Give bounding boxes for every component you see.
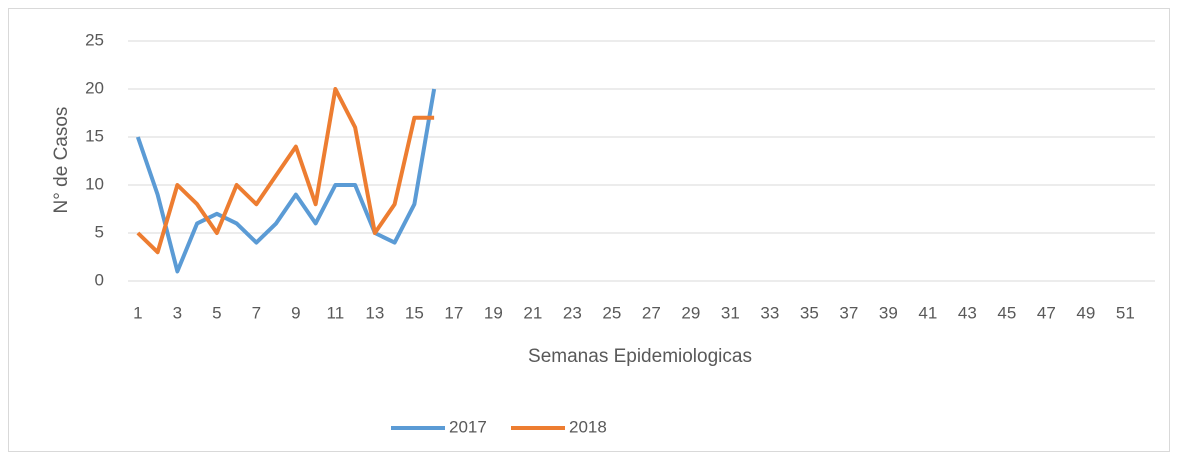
- x-tick-label: 35: [800, 303, 819, 322]
- x-tick-label: 21: [523, 303, 542, 322]
- x-tick-label: 33: [760, 303, 779, 322]
- x-tick-label: 49: [1076, 303, 1095, 322]
- y-tick-label: 5: [95, 222, 104, 241]
- x-tick-label: 19: [484, 303, 503, 322]
- x-tick-label: 45: [997, 303, 1016, 322]
- x-tick-label: 31: [721, 303, 740, 322]
- y-axis-title: N° de Casos: [51, 107, 72, 214]
- x-tick-label: 5: [212, 303, 221, 322]
- legend-label: 2018: [569, 417, 607, 436]
- x-tick-label: 39: [879, 303, 898, 322]
- x-tick-label: 43: [958, 303, 977, 322]
- x-tick-label: 51: [1116, 303, 1135, 322]
- x-tick-label: 25: [602, 303, 621, 322]
- x-tick-label: 3: [173, 303, 182, 322]
- y-tick-label: 10: [85, 174, 104, 193]
- x-tick-label: 23: [563, 303, 582, 322]
- y-tick-label: 0: [95, 270, 104, 289]
- y-tick-label: 15: [85, 126, 104, 145]
- x-tick-label: 7: [252, 303, 261, 322]
- chart-frame: [8, 8, 1170, 452]
- legend-label: 2017: [449, 417, 487, 436]
- x-tick-label: 1: [133, 303, 142, 322]
- x-tick-label: 41: [918, 303, 937, 322]
- data-line: [136, 87, 435, 255]
- x-tick-label: 11: [327, 303, 345, 322]
- x-tick-label: 47: [1037, 303, 1056, 322]
- data-line: [135, 88, 437, 274]
- x-tick-label: 9: [291, 303, 300, 322]
- x-tick-label: 27: [642, 303, 661, 322]
- x-tick-label: 37: [839, 303, 858, 322]
- x-tick-label: 17: [444, 303, 463, 322]
- y-tick-label: 25: [85, 30, 104, 49]
- y-tick-label: 20: [85, 78, 104, 97]
- x-axis-title: Semanas Epidemiologicas: [528, 346, 752, 367]
- x-tick-label: 15: [405, 303, 424, 322]
- x-tick-label: 29: [681, 303, 700, 322]
- x-tick-label: 13: [365, 303, 384, 322]
